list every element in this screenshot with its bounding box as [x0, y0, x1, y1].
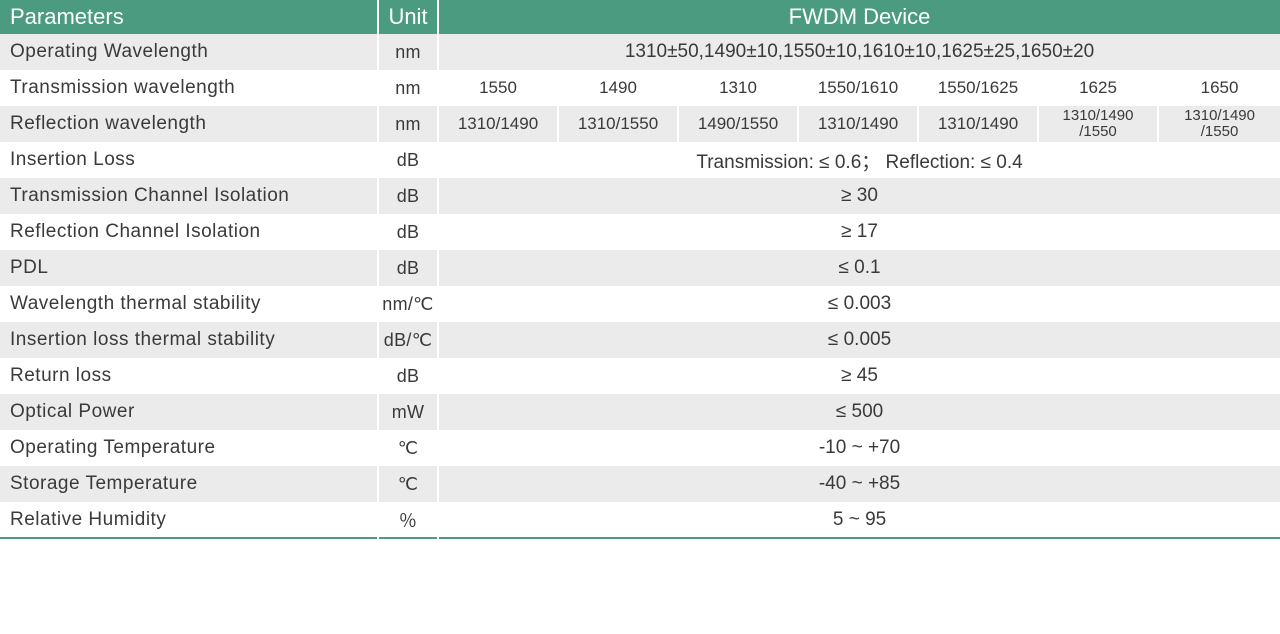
- param-cell: Transmission Channel Isolation: [0, 178, 378, 214]
- value-subcell: 1310/1490/1550: [1158, 106, 1280, 142]
- unit-cell: dB: [378, 214, 438, 250]
- spec-table: Parameters Unit FWDM Device Operating Wa…: [0, 0, 1280, 539]
- value-subcell: 1310: [678, 70, 798, 106]
- unit-cell: dB/℃: [378, 322, 438, 358]
- header-parameters: Parameters: [0, 0, 378, 34]
- value-subcell: 1650: [1158, 70, 1280, 106]
- header-device: FWDM Device: [438, 0, 1280, 34]
- table-row: Return lossdB≥ 45: [0, 358, 1280, 394]
- value-cell: ≤ 0.1: [438, 250, 1280, 286]
- table-row: Reflection Channel IsolationdB≥ 17: [0, 214, 1280, 250]
- table-row: Optical PowermW≤ 500: [0, 394, 1280, 430]
- table-row: Relative Humidity％5 ~ 95: [0, 502, 1280, 538]
- header-unit: Unit: [378, 0, 438, 34]
- value-cell: ≤ 0.003: [438, 286, 1280, 322]
- table-row: Storage Temperature℃-40 ~ +85: [0, 466, 1280, 502]
- unit-cell: ％: [378, 502, 438, 538]
- param-cell: Wavelength thermal stability: [0, 286, 378, 322]
- param-cell: Operating Temperature: [0, 430, 378, 466]
- unit-cell: mW: [378, 394, 438, 430]
- param-cell: Transmission wavelength: [0, 70, 378, 106]
- value-subcell: 1490/1550: [678, 106, 798, 142]
- table-row: Operating Wavelengthnm1310±50,1490±10,15…: [0, 34, 1280, 70]
- unit-cell: dB: [378, 142, 438, 178]
- unit-cell: dB: [378, 358, 438, 394]
- value-subcell: 1490: [558, 70, 678, 106]
- value-subcell: 1550/1610: [798, 70, 918, 106]
- spec-tbody: Operating Wavelengthnm1310±50,1490±10,15…: [0, 34, 1280, 538]
- param-cell: Operating Wavelength: [0, 34, 378, 70]
- param-cell: Storage Temperature: [0, 466, 378, 502]
- unit-cell: nm: [378, 34, 438, 70]
- unit-cell: nm: [378, 106, 438, 142]
- value-cell: ≤ 500: [438, 394, 1280, 430]
- table-row: PDLdB≤ 0.1: [0, 250, 1280, 286]
- value-cell: ≥ 17: [438, 214, 1280, 250]
- value-subcell: 1310/1490/1550: [1038, 106, 1158, 142]
- param-cell: Optical Power: [0, 394, 378, 430]
- unit-cell: dB: [378, 250, 438, 286]
- value-cell: 5 ~ 95: [438, 502, 1280, 538]
- param-cell: PDL: [0, 250, 378, 286]
- table-row: Reflection wavelengthnm1310/14901310/155…: [0, 106, 1280, 142]
- param-cell: Insertion loss thermal stability: [0, 322, 378, 358]
- value-cell: -10 ~ +70: [438, 430, 1280, 466]
- header-row: Parameters Unit FWDM Device: [0, 0, 1280, 34]
- value-subcell: 1550: [438, 70, 558, 106]
- value-subcell: 1310/1490: [798, 106, 918, 142]
- unit-cell: ℃: [378, 430, 438, 466]
- value-cell: ≥ 45: [438, 358, 1280, 394]
- unit-cell: ℃: [378, 466, 438, 502]
- value-cell: Transmission: ≤ 0.6； Reflection: ≤ 0.4: [438, 142, 1280, 178]
- value-subcell: 1310/1490: [438, 106, 558, 142]
- table-row: Insertion LossdBTransmission: ≤ 0.6； Ref…: [0, 142, 1280, 178]
- table-row: Operating Temperature℃-10 ~ +70: [0, 430, 1280, 466]
- value-cell: 1310±50,1490±10,1550±10,1610±10,1625±25,…: [438, 34, 1280, 70]
- value-subcell: 1310/1550: [558, 106, 678, 142]
- table-row: Wavelength thermal stabilitynm/℃≤ 0.003: [0, 286, 1280, 322]
- value-cell: -40 ~ +85: [438, 466, 1280, 502]
- unit-cell: nm: [378, 70, 438, 106]
- table-row: Transmission Channel IsolationdB≥ 30: [0, 178, 1280, 214]
- param-cell: Reflection wavelength: [0, 106, 378, 142]
- unit-cell: nm/℃: [378, 286, 438, 322]
- value-subcell: 1625: [1038, 70, 1158, 106]
- param-cell: Reflection Channel Isolation: [0, 214, 378, 250]
- param-cell: Insertion Loss: [0, 142, 378, 178]
- param-cell: Relative Humidity: [0, 502, 378, 538]
- value-cell: ≥ 30: [438, 178, 1280, 214]
- unit-cell: dB: [378, 178, 438, 214]
- value-subcell: 1550/1625: [918, 70, 1038, 106]
- table-row: Transmission wavelengthnm155014901310155…: [0, 70, 1280, 106]
- value-cell: ≤ 0.005: [438, 322, 1280, 358]
- value-subcell: 1310/1490: [918, 106, 1038, 142]
- param-cell: Return loss: [0, 358, 378, 394]
- table-row: Insertion loss thermal stabilitydB/℃≤ 0.…: [0, 322, 1280, 358]
